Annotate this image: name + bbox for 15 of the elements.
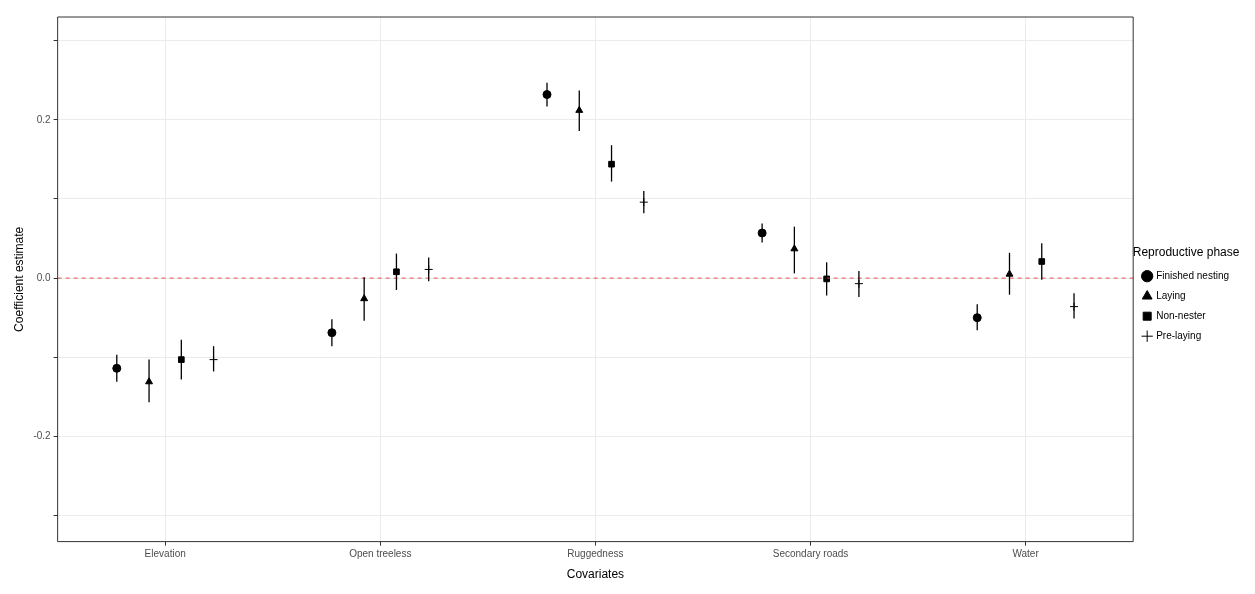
legend-title: Reproductive phase (1132, 245, 1240, 260)
y-tick-label: 0.0 (36, 271, 52, 283)
x-tick-label: Ruggedness (567, 548, 624, 560)
x-tick-label: Secondary roads (772, 548, 849, 560)
legend-label: Finished nesting (1156, 269, 1230, 281)
legend-label: Laying (1156, 289, 1186, 301)
x-tick-label: Water (1012, 548, 1040, 560)
x-tick-label: Open treeless (349, 548, 412, 560)
y-tick-label: -0.2 (33, 430, 52, 442)
y-tick-label: 0.2 (36, 113, 52, 125)
x-axis-title: Covariates (566, 567, 625, 582)
legend-label: Non-nester (1156, 309, 1207, 321)
y-axis-title: Coefficient estimate (11, 226, 26, 332)
x-tick-label: Elevation (144, 548, 186, 560)
legend-label: Pre-laying (1156, 329, 1202, 341)
